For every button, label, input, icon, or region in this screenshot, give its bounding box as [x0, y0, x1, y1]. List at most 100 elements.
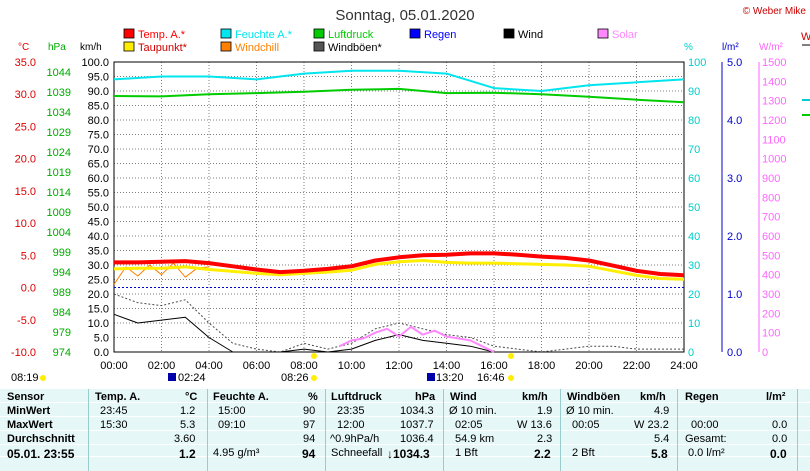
min-hum-time: 15:00	[218, 405, 246, 417]
humidity-tick: 60	[688, 173, 700, 185]
sun-marker	[508, 353, 514, 359]
row-min-label: MinWert	[7, 405, 51, 417]
x-tick: 12:00	[385, 360, 413, 372]
pressure-tick: 1014	[47, 187, 71, 199]
max-press-time: 12:00	[337, 419, 365, 431]
solar-tick: 1200	[762, 115, 786, 127]
sunrise-right-label: 13:20	[436, 372, 464, 384]
wind-tick: 95.0	[88, 72, 109, 84]
legend-swatch	[220, 41, 232, 52]
right-clip-label: W	[801, 31, 810, 43]
hdr-wind: Wind	[450, 391, 477, 403]
legend-swatch	[220, 28, 232, 39]
pressure-tick: 974	[53, 347, 71, 359]
wind-tick: 5.0	[94, 333, 109, 345]
legend-label: Taupunkt*	[138, 42, 188, 54]
max-gust: W 23.2	[634, 419, 669, 431]
sun-icon	[311, 375, 317, 381]
max-wind: W 13.6	[517, 419, 552, 431]
legend-swatch	[597, 28, 609, 39]
legend-label: Solar	[612, 29, 638, 41]
sun-icon	[508, 375, 514, 381]
sun-bar: 08:19 02:24 08:26 13:20 16:46	[11, 353, 514, 384]
wind-tick: 100.0	[81, 57, 109, 69]
now-press-label: Schneefall	[331, 447, 383, 459]
wind-tick: 55.0	[88, 188, 109, 200]
wind-tick: 30.0	[88, 260, 109, 272]
avg-rain-label: Gesamt:	[685, 433, 727, 445]
hdr-gust-unit: km/h	[640, 391, 666, 403]
wind-tick: 70.0	[88, 144, 109, 156]
solar-tick: 100	[762, 328, 780, 340]
sun-icon	[40, 375, 46, 381]
pressure-tick: 979	[53, 327, 71, 339]
legend-label: Wind	[518, 29, 543, 41]
now-wind: 2.2	[534, 447, 551, 461]
now-hum: 94	[302, 447, 316, 461]
avg-press: 1036.4	[400, 433, 434, 445]
pressure-tick: 989	[53, 287, 71, 299]
row-avg-label: Durchschnitt	[7, 433, 75, 445]
wind-tick: 10.0	[88, 318, 109, 330]
pressure-unit: hPa	[48, 42, 66, 53]
max-wind-time: 02:05	[455, 419, 483, 431]
pressure-tick: 984	[53, 307, 71, 319]
series	[113, 69, 685, 353]
hdr-hum: Feuchte A.	[213, 391, 269, 403]
min-press: 1034.3	[400, 405, 434, 417]
x-tick: 16:00	[480, 360, 508, 372]
pressure-tick: 1019	[47, 167, 71, 179]
temp-tick: 0.0	[21, 283, 36, 295]
legend-label: Regen	[424, 29, 456, 41]
solar-unit: W/m²	[759, 42, 784, 53]
temp-tick: 25.0	[15, 121, 36, 133]
humidity-tick: 90	[688, 86, 700, 98]
series-feuchte-a-line	[113, 69, 685, 92]
grid	[113, 61, 685, 353]
now-rain: 0.0	[770, 447, 787, 461]
hdr-sensor: Sensor	[7, 391, 45, 403]
pressure-tick: 999	[53, 247, 71, 259]
series-temp-a-line	[114, 251, 685, 278]
min-temp-time: 23:45	[100, 405, 128, 417]
legend-label: Feuchte A.*	[235, 29, 293, 41]
now-gust: 5.8	[651, 447, 668, 461]
humidity-tick: 30	[688, 260, 700, 272]
humidity-tick: 100	[688, 57, 706, 69]
copyright-label: © Weber Mike	[743, 6, 807, 17]
avg-temp: 3.60	[174, 433, 196, 445]
legend-swatch	[123, 41, 135, 52]
humidity-tick: 20	[688, 289, 700, 301]
legend-label: Windböen*	[328, 42, 383, 54]
temp-tick: 5.0	[21, 250, 36, 262]
chart-title: Sonntag, 05.01.2020	[335, 7, 474, 24]
stats-table: Sensor Temp. A. °C Feuchte A. % Luftdruc…	[0, 389, 810, 471]
x-tick: 20:00	[575, 360, 603, 372]
series-luftdruck-line	[113, 87, 685, 104]
min-gust: 4.9	[654, 405, 670, 417]
max-temp: 5.3	[180, 419, 196, 431]
temp-unit: °C	[18, 42, 29, 53]
sunrise-left-label: 08:19	[11, 372, 39, 384]
hdr-gust: Windböen	[567, 391, 621, 403]
avg-press-trend: ^0.9hPa/h	[330, 433, 380, 445]
min-press-time: 23:35	[337, 405, 365, 417]
row-now-label: 05.01. 23:55	[7, 447, 75, 461]
rain-tick: 0.0	[727, 347, 742, 359]
legend-swatch	[123, 28, 135, 39]
humidity-tick: 0	[688, 347, 694, 359]
sunset-left-label: 08:26	[281, 372, 309, 384]
pressure-tick: 1034	[47, 107, 71, 119]
temp-tick: 30.0	[15, 89, 36, 101]
wind-tick: 20.0	[88, 289, 109, 301]
pressure-tick: 994	[53, 267, 71, 279]
moon-time-label: 02:24	[178, 372, 206, 384]
avg-rain: 0.0	[772, 433, 788, 445]
wind-tick: 65.0	[88, 159, 109, 171]
max-hum: 97	[303, 419, 316, 431]
wind-tick: 80.0	[88, 115, 109, 127]
solar-tick: 400	[762, 270, 780, 282]
now-gust-bft: 2 Bft	[572, 447, 595, 459]
solar-tick: 800	[762, 192, 780, 204]
temp-tick: 35.0	[15, 57, 36, 69]
